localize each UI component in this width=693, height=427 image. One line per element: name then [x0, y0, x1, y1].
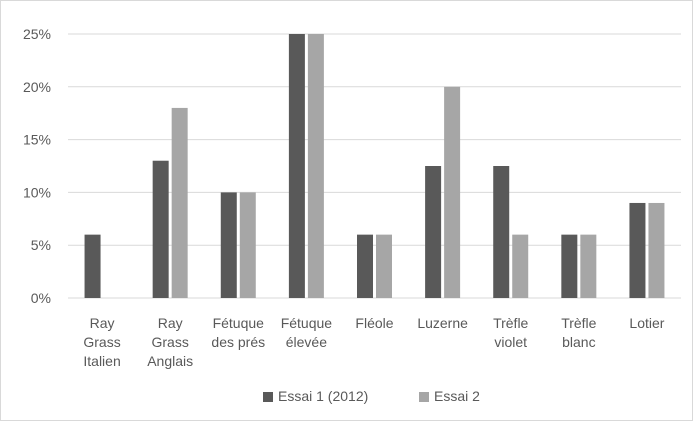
bar-series-1: [221, 192, 237, 298]
bar-series-1: [629, 203, 645, 298]
bar-series-2: [240, 192, 256, 298]
x-axis-category-labels: Ray Grass Italien Ray Grass Anglais Fétuque des…: [83, 315, 664, 369]
y-tick-label: 20%: [23, 79, 51, 95]
bar-series-2: [376, 235, 392, 298]
y-axis-tick-labels: 0% 5% 10% 15% 20% 25%: [23, 26, 51, 306]
x-category-label-line: blanc: [562, 334, 595, 350]
bar-series-1: [425, 166, 441, 298]
x-category-label-line: Grass: [151, 334, 188, 350]
legend-swatch: [263, 392, 273, 402]
x-category-label-line: Fétuque: [213, 315, 265, 331]
x-category-label: Ray Grass Anglais: [147, 315, 193, 369]
x-category-label-line: Anglais: [147, 353, 193, 369]
x-category-label-line: Grass: [83, 334, 120, 350]
x-category-label-line: Fétuque: [281, 315, 333, 331]
x-category-label-line: Italien: [83, 353, 120, 369]
y-tick-label: 10%: [23, 184, 51, 200]
x-category-label: Fétuque élevée: [281, 315, 333, 350]
y-tick-label: 25%: [23, 26, 51, 42]
x-category-label-line: Trèfle: [561, 315, 596, 331]
x-category-label: Luzerne: [417, 315, 468, 331]
x-category-label: Fétuque des prés: [211, 315, 265, 350]
x-category-label: Trèfle blanc: [561, 315, 596, 350]
bar-series-1: [85, 235, 101, 298]
x-category-label: Ray Grass Italien: [83, 315, 120, 369]
x-category-label-line: Fléole: [355, 315, 393, 331]
y-tick-label: 15%: [23, 132, 51, 148]
legend: Essai 1 (2012) Essai 2: [263, 388, 480, 404]
legend-swatch: [419, 392, 429, 402]
legend-label: Essai 1 (2012): [278, 388, 368, 404]
x-category-label: Lotier: [629, 315, 664, 331]
bar-series-2: [648, 203, 664, 298]
bar-series-2: [172, 108, 188, 298]
bar-series-2: [308, 34, 324, 298]
x-category-label-line: des prés: [211, 334, 265, 350]
bars: [85, 34, 665, 298]
bar-series-2: [444, 87, 460, 298]
bar-series-2: [580, 235, 596, 298]
y-tick-label: 5%: [31, 237, 51, 253]
x-category-label-line: violet: [494, 334, 527, 350]
bar-series-1: [561, 235, 577, 298]
x-category-label-line: Ray: [158, 315, 183, 331]
x-category-label-line: Trèfle: [493, 315, 528, 331]
bar-series-1: [493, 166, 509, 298]
bar-series-1: [289, 34, 305, 298]
x-category-label-line: élevée: [286, 334, 327, 350]
x-category-label-line: Ray: [90, 315, 115, 331]
bar-series-1: [357, 235, 373, 298]
x-category-label-line: Lotier: [629, 315, 664, 331]
legend-label: Essai 2: [434, 388, 480, 404]
x-category-label: Trèfle violet: [493, 315, 528, 350]
x-category-label: Fléole: [355, 315, 393, 331]
x-category-label-line: Luzerne: [417, 315, 468, 331]
y-tick-label: 0%: [31, 290, 51, 306]
bar-series-2: [512, 235, 528, 298]
bar-series-1: [153, 161, 169, 298]
